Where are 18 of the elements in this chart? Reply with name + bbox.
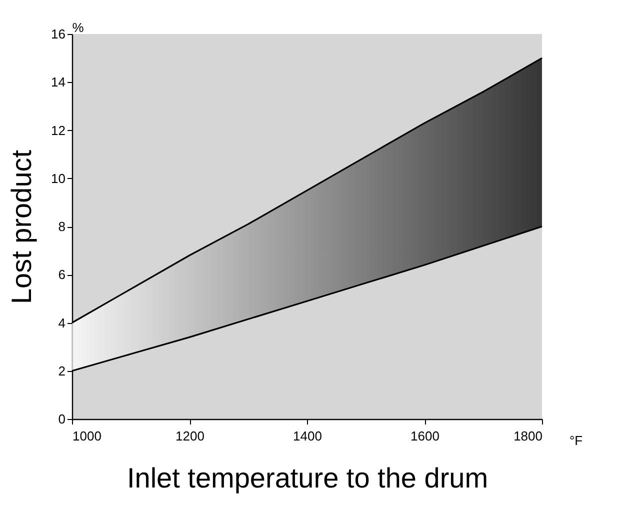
x-tick-label: 1800 [514,428,542,444]
y-tick-label: 12 [51,122,66,138]
annotation: % [72,20,84,35]
x-tick-label: 1600 [410,428,440,444]
y-tick-label: 10 [51,170,66,186]
y-tick-label: 16 [51,26,66,42]
text: °F [569,433,583,448]
x-tick-label: 1000 [72,428,102,444]
x-tick-label: 1400 [293,428,322,444]
y-tick-label: 6 [58,267,66,282]
y-tick-label: 4 [58,315,66,330]
x-tick-label: 1200 [176,428,204,444]
y-tick-label: 0 [58,412,66,426]
x-axis-title: Inlet temperature to the drum [126,462,488,494]
y-axis-title: Lost product [6,150,38,304]
y-tick-label: 8 [58,219,66,234]
y-tick-label: 2 [58,363,66,378]
y-tick-label: 14 [51,74,66,90]
